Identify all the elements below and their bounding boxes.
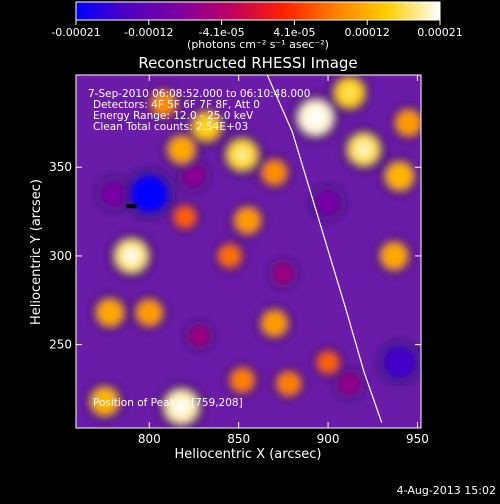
heatmap-feature — [338, 372, 361, 395]
annotation-clean: Clean Total counts: 2.54E+03 — [93, 121, 248, 133]
timestamp: 4-Aug-2013 15:02 — [397, 484, 496, 497]
heatmap-feature — [380, 242, 408, 270]
heatmap-feature — [317, 351, 339, 374]
colorbar-tick-label: 0.00012 — [344, 26, 390, 39]
annotation-peak-position: Position of Peak = [759,208] — [93, 397, 243, 409]
heatmap-feature — [131, 175, 168, 212]
y-tick-label: 250 — [49, 338, 72, 352]
colorbar-tick-label: -0.00012 — [124, 26, 173, 39]
x-tick-label: 850 — [227, 432, 250, 446]
annotation-energy: Energy Range: 12.0 - 25.0 keV — [93, 110, 254, 122]
annotation-time-range: 7-Sep-2010 06:08:52.000 to 06:10:48.000 — [88, 88, 310, 100]
colorbar-unit-label: (photons cm⁻² s⁻¹ asec⁻²) — [187, 38, 329, 51]
heatmap-feature — [182, 164, 206, 188]
heatmap-feature — [315, 190, 341, 215]
heatmap-feature — [168, 136, 195, 163]
heatmap-feature-core — [356, 142, 371, 157]
x-axis-ticks: 800 850 900 950 — [138, 75, 429, 446]
colorbar-tick-label: 0.00021 — [417, 26, 463, 39]
heatmap-feature — [174, 206, 196, 228]
solar-limb-curve — [266, 75, 383, 423]
x-tick-label: 900 — [317, 432, 340, 446]
chart-title: Reconstructed RHESSI Image — [138, 54, 357, 72]
y-axis-ticks: 250 300 350 — [49, 160, 421, 352]
heatmap-feature — [395, 110, 421, 136]
heatmap-feature-core — [342, 86, 357, 100]
heatmap-feature — [385, 162, 414, 190]
heatmap-feature — [218, 244, 241, 268]
y-tick-label: 300 — [49, 249, 72, 263]
heatmap-feature — [96, 299, 124, 326]
heatmap-feature — [136, 299, 163, 326]
y-axis-label: Heliocentric Y (arcsec) — [29, 179, 44, 325]
colorbar-tick-label: 4.1e-05 — [273, 26, 315, 39]
heatmap-feature — [90, 387, 119, 416]
y-tick-label: 350 — [49, 160, 72, 174]
x-axis-label: Heliocentric X (arcsec) — [175, 447, 322, 462]
annotation-detectors: Detectors: 4F 5F 6F 7F 8F, Att 0 — [93, 99, 260, 111]
x-tick-label: 950 — [406, 432, 429, 446]
peak-marker — [126, 204, 137, 209]
heatmap-feature-core — [307, 109, 324, 126]
heatmap-feature — [234, 207, 261, 234]
heatmap-feature — [189, 325, 210, 346]
plot-frame — [75, 74, 422, 429]
heatmap-feature — [261, 310, 288, 337]
heatmap-feature — [262, 160, 287, 185]
colorbar-ticks: -0.00021 -0.00012 -4.1e-05 4.1e-05 0.00012 0.… — [51, 20, 463, 39]
heatmap-feature — [230, 368, 254, 392]
heatmap-feature — [101, 181, 126, 207]
heatmap-feature-core — [173, 399, 189, 415]
heatmap-feature — [151, 91, 176, 116]
heatmap-feature — [277, 371, 301, 396]
heatmap-feature-core — [124, 248, 139, 264]
colorbar — [75, 1, 441, 21]
x-tick-label: 800 — [138, 432, 161, 446]
colorbar-tick-label: -0.00021 — [51, 26, 100, 39]
heatmap-feature — [384, 346, 415, 378]
heatmap-layer — [83, 75, 421, 428]
heatmap-feature — [273, 263, 294, 284]
heatmap-feature-core — [235, 148, 250, 162]
heatmap-feature-core — [200, 120, 213, 133]
colorbar-tick-label: -4.1e-05 — [198, 26, 244, 39]
